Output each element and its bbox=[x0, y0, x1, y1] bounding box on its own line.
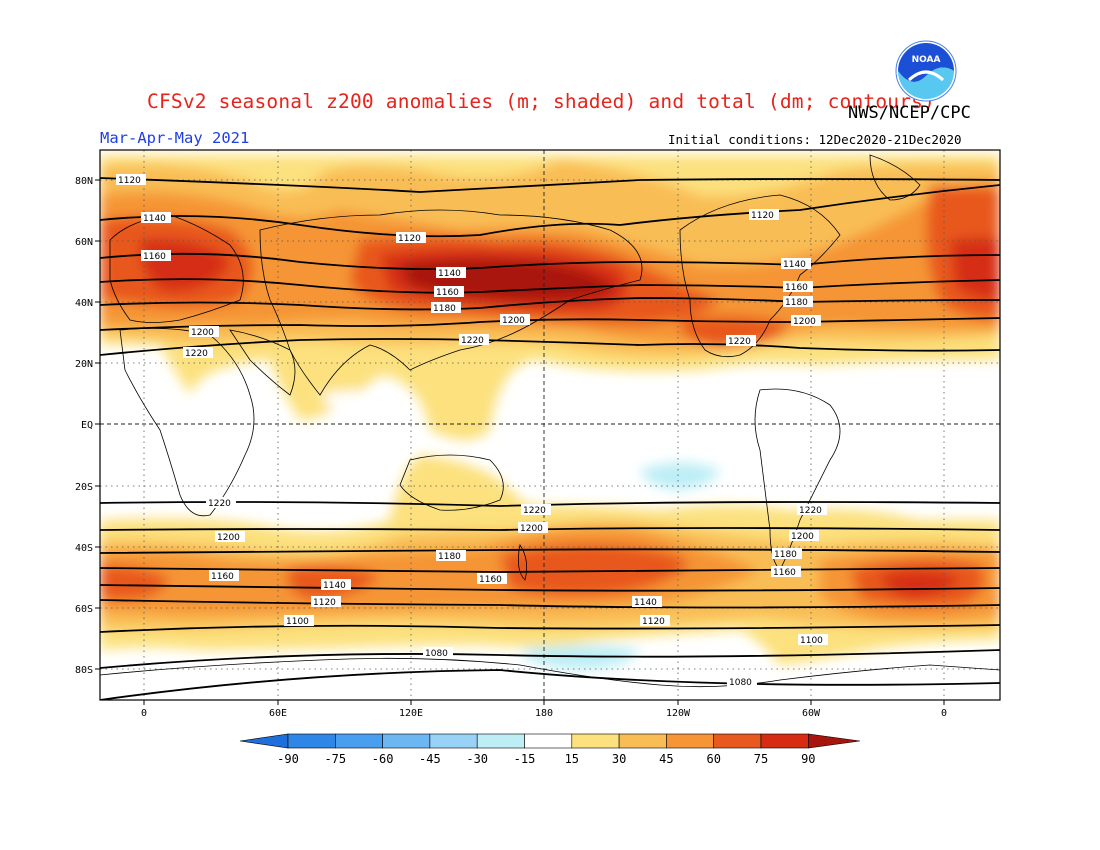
longitude-axis: 0 60E 120E 180 120W 60W 0 bbox=[141, 700, 947, 719]
contour-label: 1120 bbox=[751, 211, 774, 221]
map-title: CFSv2 seasonal z200 anomalies (m; shaded… bbox=[147, 90, 936, 113]
contour-label: 1140 bbox=[783, 260, 806, 270]
lat-tick: 20N bbox=[75, 359, 93, 370]
colorbar-swatch bbox=[524, 733, 573, 749]
svg-text:NOAA: NOAA bbox=[912, 55, 941, 65]
lat-tick: 60N bbox=[75, 237, 93, 248]
colorbar-label: 60 bbox=[706, 752, 720, 766]
contour-label: 1180 bbox=[785, 298, 808, 308]
lon-tick: 120W bbox=[666, 708, 691, 719]
colorbar-swatch bbox=[239, 733, 289, 749]
lat-tick: 80S bbox=[75, 665, 93, 676]
colorbar-label: 90 bbox=[801, 752, 815, 766]
graticule bbox=[100, 150, 1000, 700]
lat-tick: 80N bbox=[75, 176, 93, 187]
lat-tick: 40N bbox=[75, 298, 93, 309]
colorbar-label: -75 bbox=[324, 752, 346, 766]
colorbar-label: -90 bbox=[277, 752, 299, 766]
lon-tick: 60E bbox=[269, 708, 287, 719]
contour-label: 1200 bbox=[791, 532, 814, 542]
contour-label: 1120 bbox=[313, 598, 336, 608]
contour-label: 1140 bbox=[438, 269, 461, 279]
colorbar-swatch bbox=[287, 733, 336, 749]
contour-label: 1220 bbox=[523, 506, 546, 516]
lat-tick: 60S bbox=[75, 604, 93, 615]
contour-label: 1140 bbox=[634, 598, 657, 608]
contour-label: 1140 bbox=[323, 581, 346, 591]
lat-tick: 20S bbox=[75, 482, 93, 493]
colorbar-swatch bbox=[571, 733, 620, 749]
contour-label: 1200 bbox=[793, 317, 816, 327]
contour-label: 1180 bbox=[433, 304, 456, 314]
contour-label: 1200 bbox=[217, 533, 240, 543]
contour-label: 1180 bbox=[438, 552, 461, 562]
colorbar-label: 15 bbox=[565, 752, 579, 766]
lon-tick: 180 bbox=[535, 708, 553, 719]
contour-label: 1160 bbox=[785, 283, 808, 293]
contour-label: 1200 bbox=[191, 328, 214, 338]
colorbar-label: 75 bbox=[754, 752, 768, 766]
season-label: Mar-Apr-May 2021 bbox=[100, 129, 250, 147]
noaa-logo-icon: NOAA bbox=[895, 40, 957, 102]
contour-label: 1220 bbox=[185, 349, 208, 359]
contour-label: 1100 bbox=[286, 617, 309, 627]
lon-tick: 0 bbox=[141, 708, 147, 719]
contour-label: 1080 bbox=[729, 678, 752, 688]
shaded-anomalies: 1120 1140 1160 1120 1140 1160 1180 1200 … bbox=[100, 150, 1000, 700]
contour-label: 1120 bbox=[118, 176, 141, 186]
contour-label: 1220 bbox=[208, 499, 231, 509]
lat-tick: EQ bbox=[81, 420, 93, 431]
lon-tick: 120E bbox=[399, 708, 423, 719]
colorbar-label: -30 bbox=[466, 752, 488, 766]
contour-label: 1160 bbox=[773, 568, 796, 578]
colorbar-label: -45 bbox=[419, 752, 441, 766]
contour-label: 1140 bbox=[143, 214, 166, 224]
map-frame bbox=[99, 149, 1001, 701]
colorbar-swatch bbox=[618, 733, 667, 749]
colorbar-swatch bbox=[713, 733, 762, 749]
colorbar-swatch bbox=[760, 733, 809, 749]
latitude-axis: 80N 60N 40N 20N EQ 20S 40S 60S 80S bbox=[75, 176, 100, 676]
contour-label: 1220 bbox=[728, 337, 751, 347]
contour-label: 1120 bbox=[642, 617, 665, 627]
lon-tick: 60W bbox=[802, 708, 821, 719]
agency-label: NWS/NCEP/CPC bbox=[848, 103, 971, 123]
lat-tick: 40S bbox=[75, 543, 93, 554]
colorbar-swatch bbox=[476, 733, 525, 749]
colorbar-label: 30 bbox=[612, 752, 626, 766]
colorbar-swatch bbox=[334, 733, 383, 749]
colorbar-swatch bbox=[429, 733, 478, 749]
contour-label: 1180 bbox=[774, 550, 797, 560]
colorbar-label: 45 bbox=[659, 752, 673, 766]
colorbar-label: -60 bbox=[372, 752, 394, 766]
colorbar-swatch bbox=[666, 733, 715, 749]
contour-label: 1100 bbox=[800, 636, 823, 646]
height-contours bbox=[100, 177, 1000, 700]
colorbar-swatch bbox=[807, 733, 861, 749]
colorbar-label: -15 bbox=[514, 752, 536, 766]
contour-label: 1220 bbox=[461, 336, 484, 346]
colorbar-swatch bbox=[382, 733, 431, 749]
colorbar: -90 -75 -60 -45 -30 -15 15 30 45 60 75 90 bbox=[239, 733, 861, 766]
contour-label: 1160 bbox=[143, 252, 166, 262]
contour-label: 1200 bbox=[520, 524, 543, 534]
initial-conditions-label: Initial conditions: 12Dec2020-21Dec2020 bbox=[668, 132, 962, 147]
contour-label: 1120 bbox=[398, 234, 421, 244]
contour-label: 1200 bbox=[502, 316, 525, 326]
contour-label: 1080 bbox=[425, 649, 448, 659]
contour-label: 1160 bbox=[479, 575, 502, 585]
lon-tick: 0 bbox=[941, 708, 947, 719]
contour-label: 1160 bbox=[436, 288, 459, 298]
contour-labels: 1120 1140 1160 1120 1140 1160 1180 1200 … bbox=[116, 174, 828, 688]
contour-label: 1220 bbox=[799, 506, 822, 516]
contour-label: 1160 bbox=[211, 572, 234, 582]
